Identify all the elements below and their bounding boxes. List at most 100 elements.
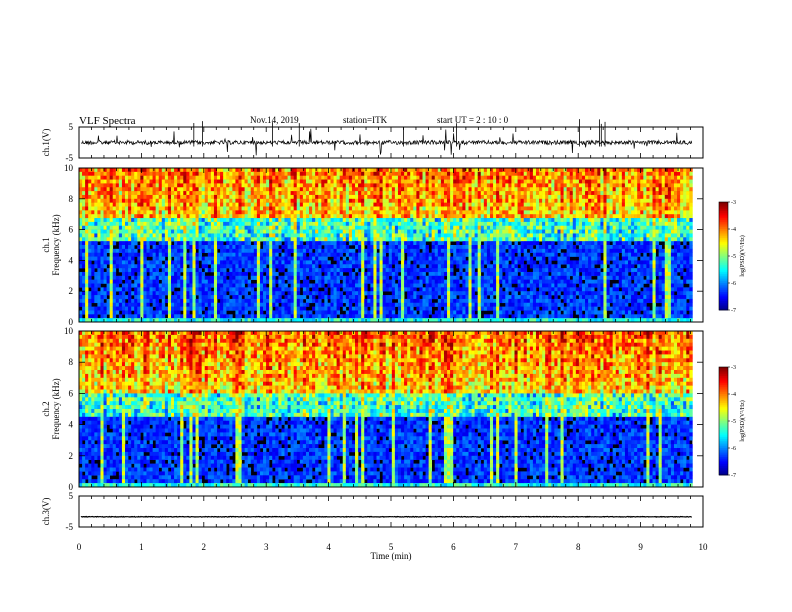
spectrogram-cell [379,198,383,203]
spectrogram-cell [296,298,301,304]
spectrogram-cell [416,202,420,207]
spectrogram-cell [364,252,368,257]
spectrogram-cell [91,279,95,284]
spectrogram-cell [293,302,298,307]
spectrogram-cell [373,245,377,250]
spectrogram-cell [272,264,276,269]
spectrogram-cell [204,175,209,180]
spectrogram-cell [171,287,175,292]
spectrogram-cell [106,175,110,180]
spectrogram-cell [137,252,141,257]
spectrogram-cell [327,210,331,215]
spectrogram-cell [171,183,175,188]
spectrogram-cell [121,225,126,230]
spectrogram-cell [373,302,377,307]
spectrogram-cell [149,191,153,196]
spectrogram-cell [241,279,245,284]
spectrogram-cell [462,310,466,315]
spectrogram-cell [410,210,414,215]
spectrogram-cell [361,291,365,296]
spectrogram-cell [324,237,328,242]
spectrogram-cell [290,237,294,242]
spectrogram-cell [416,256,420,261]
spectrogram-cell [459,268,463,273]
spectrogram-cell [373,291,377,296]
spectrogram-cell [367,225,371,230]
spectrogram-cell [425,306,429,311]
spectrogram-cell [361,237,365,242]
spectrogram-cell [397,206,402,211]
spectrogram-cell [232,283,236,288]
spectrogram-cell [128,229,132,234]
spectrogram-cell [450,198,454,203]
spectrogram-cell [244,221,248,227]
spectrogram-cell [281,260,285,265]
spectrogram-cell [465,306,469,311]
spectrogram-cell [447,241,451,246]
spectrogram-cell [416,283,420,288]
spectrogram-cell [88,210,92,215]
spectrogram-cell [121,187,126,192]
spectrogram-cell [180,291,184,296]
spectrogram-cell [321,279,325,284]
spectrogram-cell [232,202,236,207]
spectrogram-cell [125,187,129,192]
spectrogram-cell [437,241,442,246]
spectrogram-cell [128,298,132,304]
spectrogram-cell [217,210,221,215]
spectrogram-cell [192,302,196,307]
spectrogram-cell [391,194,396,200]
spectrogram-cell [324,302,328,307]
spectrogram-cell [284,318,288,323]
spectrogram-cell [278,175,282,180]
spectrogram-cell [376,310,380,315]
spectrogram-cell [85,194,89,200]
spectrogram-cell [321,168,325,173]
spectrogram-cell [241,252,245,257]
spectrogram-cell [437,225,442,230]
spectrogram-cell [229,291,233,296]
spectrogram-cell [82,194,86,200]
spectrogram-cell [118,202,123,207]
spectrogram-cell [186,268,190,273]
spectrogram-cell [413,221,417,227]
spectrogram-cell [330,175,334,180]
spectrogram-cell [348,194,353,200]
spectrogram-cell [453,191,457,196]
spectrogram-cell [290,225,294,230]
spectrogram-cell [253,298,258,304]
spectrogram-cell [333,241,337,246]
spectrogram-cell [278,171,282,176]
spectrogram-cell [333,225,337,230]
spectrogram-cell [164,283,169,288]
spectrogram-cell [85,291,89,296]
spectrogram-cell [272,256,276,261]
spectrogram-cell [351,214,356,219]
spectrogram-cell [456,194,460,200]
spectrogram-cell [121,271,126,277]
spectrogram-cell [345,318,350,323]
spectrogram-cell [468,229,472,234]
spectrogram-cell [440,248,445,253]
spectrogram-cell [330,225,334,230]
spectrogram-cell [388,302,393,307]
spectrogram-cell [453,221,457,227]
spectrogram-cell [125,310,129,315]
spectrogram-cell [213,245,218,250]
spectrogram-cell [290,245,294,250]
spectrogram-cell [443,291,448,296]
spectrogram-cell [413,260,417,265]
spectrogram-cell [339,252,344,257]
spectrogram-cell [453,283,457,288]
spectrogram-cell [204,237,209,242]
spectrogram-cell [290,206,294,211]
spectrogram-cell [131,260,135,265]
spectrogram-cell [195,314,199,319]
spectrogram-cell [198,175,202,180]
spectrogram-cell [370,245,374,250]
spectrogram-cell [355,256,359,261]
spectrogram-cell [183,264,187,269]
spectrogram-cell [419,264,423,269]
spectrogram-cell [397,291,402,296]
spectrogram-cell [394,252,399,257]
